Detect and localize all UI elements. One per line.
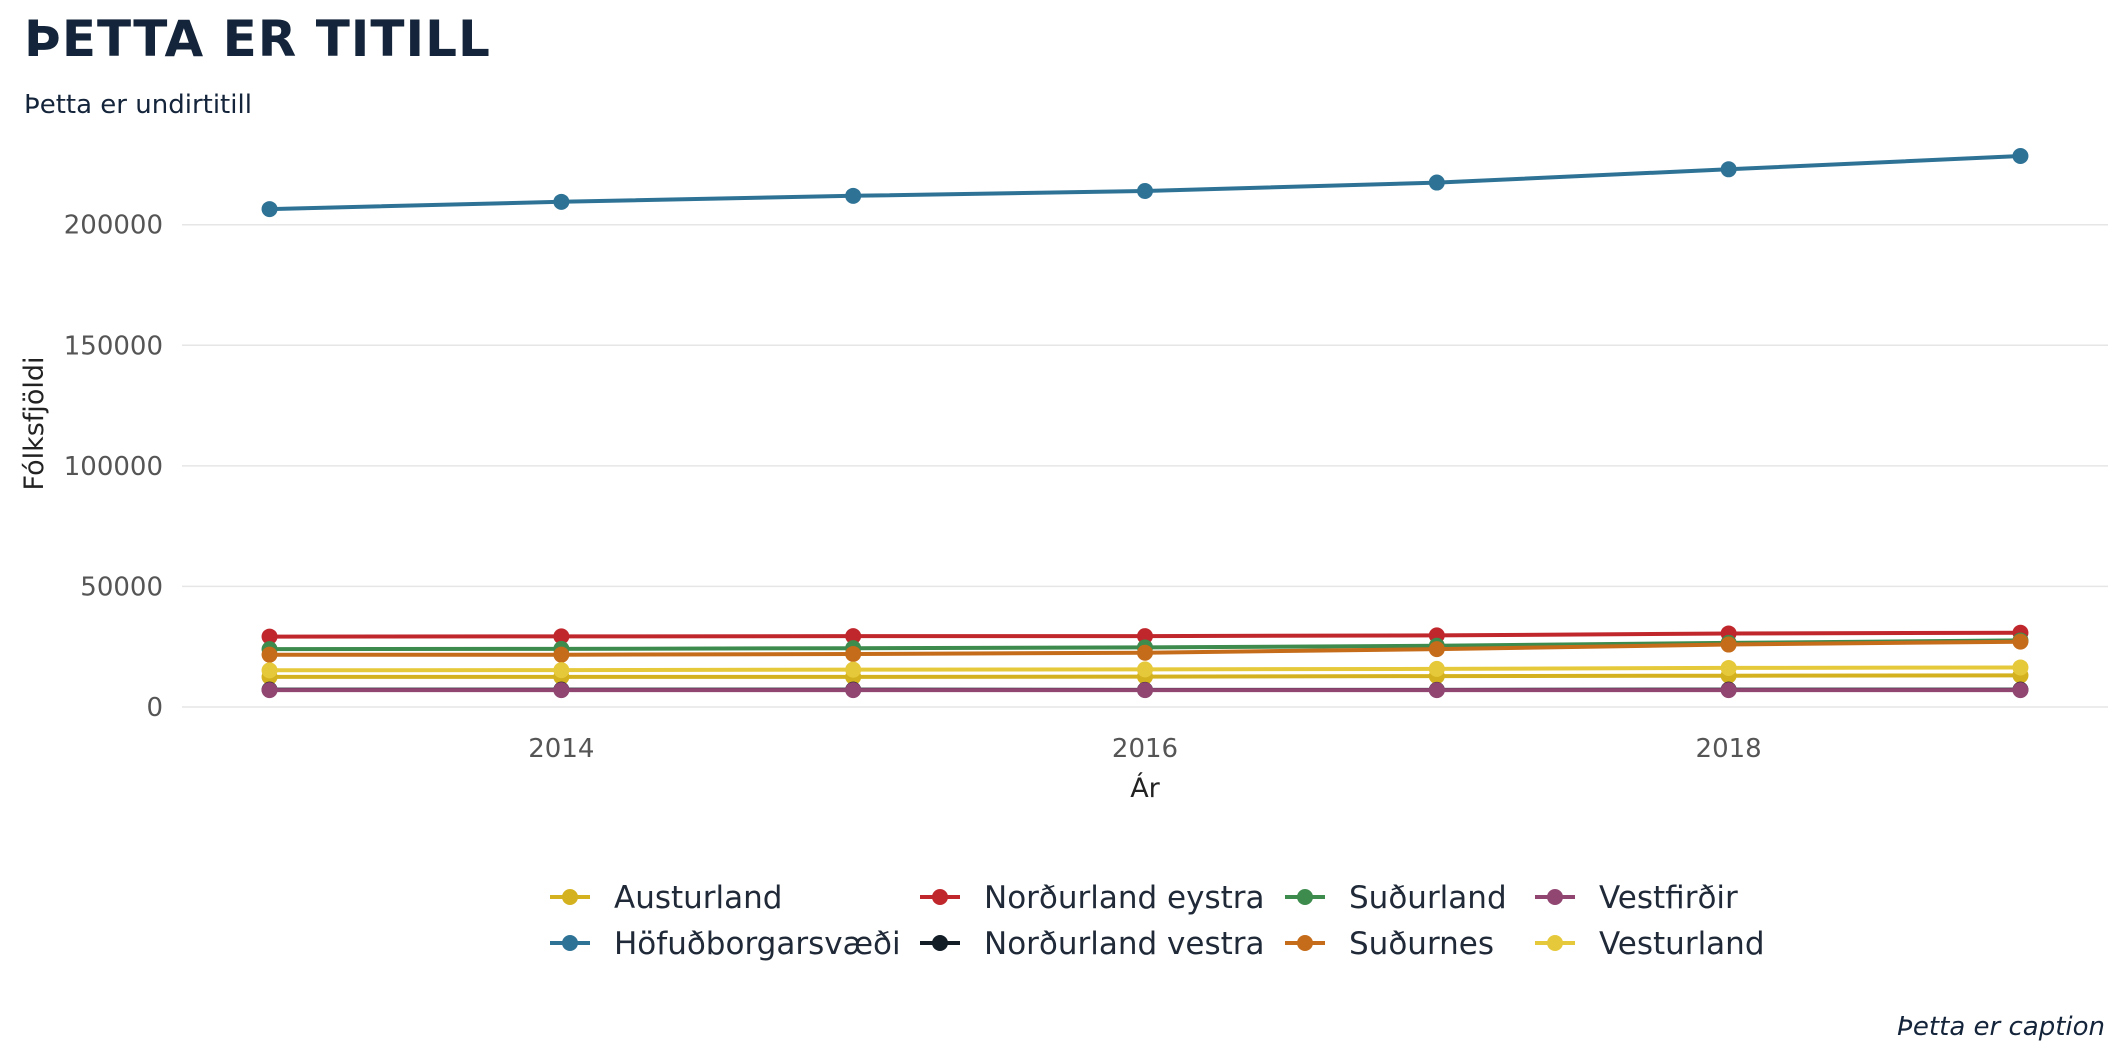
legend-swatch-point [562,889,578,905]
chart-caption: Þetta er caption [1897,1012,2105,1042]
data-point [1137,182,1153,199]
y-tick-label: 50000 [80,572,163,602]
legend-label: Norðurland vestra [984,926,1265,962]
legend-swatch-point [562,935,578,951]
data-point [553,628,570,645]
legend-swatch-point [932,935,948,951]
data-point [1428,660,1445,677]
legend-item: Vesturland [1535,926,1765,962]
legend-label: Höfuðborgarsvæði [614,926,901,962]
data-point [553,193,570,210]
x-axis-title: Ár [1130,772,1160,804]
data-point [261,682,278,699]
data-point [261,628,278,645]
data-point [845,645,862,662]
data-point [261,201,278,218]
data-point [845,187,862,204]
data-point [553,646,570,663]
series-lines [261,148,2029,699]
data-point [1428,174,1445,191]
legend-item: Vestfirðir [1535,880,1738,916]
y-tick-label: 0 [146,693,163,723]
legend: Austurland Höfuðborgarsvæði Norðurland eys… [550,880,1765,962]
data-point [1428,682,1445,699]
y-tick-label: 200000 [64,211,163,241]
legend-item: Norðurland vestra [920,926,1265,962]
gridlines [182,223,2108,708]
legend-label: Austurland [614,880,783,916]
legend-label: Vestfirðir [1599,880,1738,916]
legend-item: Norðurland eystra [920,880,1265,916]
legend-item: Suðurnes [1285,926,1494,962]
data-point [553,662,570,679]
legend-swatch-point [1297,935,1313,951]
data-point [2012,659,2029,676]
data-point [261,662,278,679]
data-point [1137,682,1153,699]
legend-swatch-point [932,889,948,905]
legend-item: Suðurland [1285,880,1507,916]
y-axis-title: Fólksfjöldi [19,357,50,491]
data-point [845,661,862,678]
x-tick-label: 2016 [1112,734,1178,764]
legend-label: Suðurland [1349,880,1507,916]
data-point [1720,636,1737,653]
chart-subtitle: Þetta er undirtitill [24,90,252,120]
legend-swatch-point [1547,889,1563,905]
y-tick-label: 100000 [64,452,163,482]
data-point [261,646,278,663]
x-tick-label: 2018 [1696,734,1762,764]
data-point [1137,661,1153,678]
data-point [1137,644,1153,661]
legend-label: Suðurnes [1349,926,1494,962]
chart-title: ÞETTA ER TITILL [24,10,491,68]
legend-swatch-point [1297,889,1313,905]
data-point [1428,641,1445,658]
legend-swatch-point [1547,935,1563,951]
data-point [2012,682,2029,699]
data-point [1137,628,1153,645]
data-point [553,682,570,699]
data-point [1720,682,1737,699]
x-tick-label: 2014 [528,734,594,764]
axes: 0 50000 100000 150000 200000 2014 2016 2018 Ár Fó… [19,211,1762,804]
legend-item: Höfuðborgarsvæði [550,926,901,962]
data-point [2012,148,2029,165]
legend-label: Norðurland eystra [984,880,1265,916]
legend-label: Vesturland [1599,926,1765,962]
legend-item: Austurland [550,880,783,916]
data-point [2012,633,2029,650]
data-point [1720,659,1737,676]
series-line-Höfuðborgarsvæði [269,154,2021,212]
data-point [1720,161,1737,178]
data-point [845,628,862,645]
y-tick-label: 150000 [64,331,163,361]
data-point [845,682,862,699]
